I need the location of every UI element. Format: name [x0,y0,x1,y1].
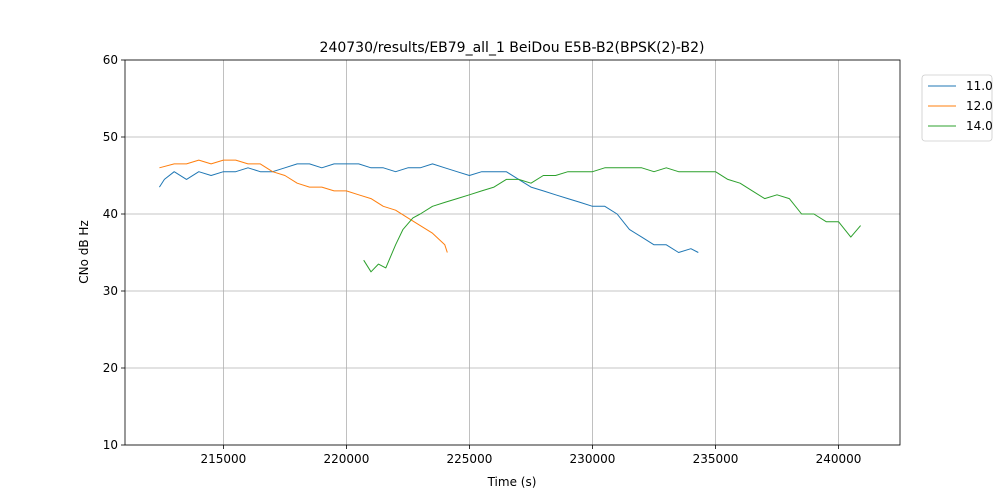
y-tick-label: 30 [103,284,118,298]
plot-frame [124,59,901,446]
series-line-12.0 [159,159,448,253]
legend-label: 11.0 [966,79,993,93]
x-tick-label: 220000 [324,452,370,466]
y-axis-ticks: 10 20 30 40 50 60 [103,53,125,452]
y-tick-label: 40 [103,207,118,221]
x-tick-label: 230000 [570,452,616,466]
y-tick-label: 50 [103,130,118,144]
x-tick-label: 240000 [816,452,862,466]
series-layer [158,159,861,273]
legend-label: 14.0 [966,119,993,133]
x-tick-label: 235000 [693,452,739,466]
legend-label: 12.0 [966,99,993,113]
legend-box [921,74,993,142]
x-axis-ticks: 215000 220000 225000 230000 235000 240000 [201,445,862,466]
series-line-11.0 [158,163,699,253]
y-tick-label: 20 [103,361,118,375]
x-tick-label: 225000 [447,452,493,466]
grid [125,59,900,446]
x-tick-label: 215000 [201,452,247,466]
y-tick-label: 60 [103,53,118,67]
series-line-14.0 [363,167,861,273]
legend: 11.0 12.0 14.0 [921,74,993,142]
y-tick-label: 10 [103,438,118,452]
y-axis-label: CNo dB Hz [77,220,91,284]
chart-title: 240730/results/EB79_all_1 BeiDou E5B-B2(… [320,40,705,56]
x-axis-label: Time (s) [487,475,537,489]
